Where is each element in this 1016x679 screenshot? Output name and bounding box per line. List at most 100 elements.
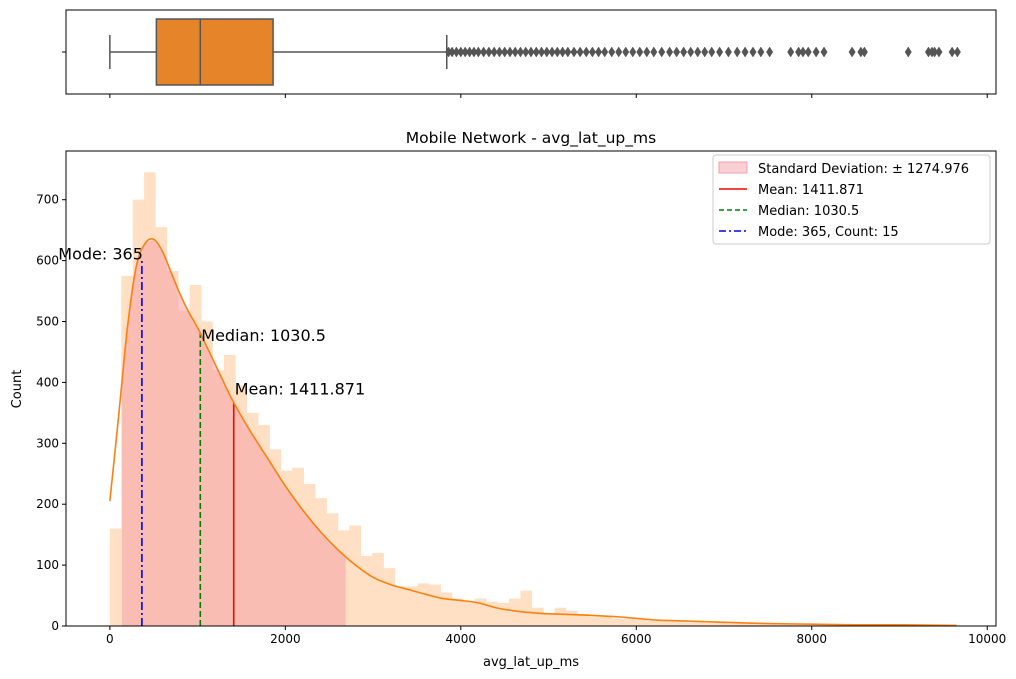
histogram-bar <box>623 618 635 626</box>
box-outlier <box>741 46 749 58</box>
histogram-bar <box>566 610 578 626</box>
histogram-bar <box>782 624 795 626</box>
histogram-bar <box>554 607 567 626</box>
y-tick-label: 300 <box>36 436 59 450</box>
legend-mean-label: Mean: 1411.871 <box>758 183 864 198</box>
box-outlier <box>527 46 535 58</box>
box-outlier <box>935 46 943 58</box>
box-outlier <box>485 46 493 58</box>
histogram-bar <box>395 586 407 626</box>
box-outlier <box>953 46 961 58</box>
legend-frame <box>712 154 991 245</box>
legend-std-label: Standard Deviation: ± 1274.976 <box>758 162 969 177</box>
box-outlier <box>474 46 482 58</box>
histogram-bar <box>805 624 818 626</box>
histogram-bar <box>577 613 590 626</box>
histogram-bar <box>588 616 601 626</box>
box-outlier <box>804 46 812 58</box>
box-outlier <box>615 46 623 58</box>
boxplot-layer <box>62 18 961 86</box>
box-outlier <box>564 46 572 58</box>
box-outlier <box>716 46 724 58</box>
histogram-bar <box>531 607 544 626</box>
legend-mode-label: Mode: 365, Count: 15 <box>758 225 899 240</box>
box-outlier <box>548 46 556 58</box>
histogram-bar <box>714 622 727 626</box>
box-outlier <box>749 46 757 58</box>
box-iqr <box>155 18 274 86</box>
histogram-bar <box>634 619 647 626</box>
histogram-bar <box>680 622 692 626</box>
box-outlier <box>904 46 912 58</box>
box-outlier <box>516 46 524 58</box>
box-outlier <box>680 46 688 58</box>
histogram-bar <box>657 621 670 626</box>
histogram-bar <box>109 528 122 626</box>
box-outlier <box>582 46 590 58</box>
box-outlier <box>948 46 956 58</box>
histogram-bar <box>645 621 658 626</box>
histogram-bar <box>520 590 533 626</box>
histogram-bar <box>452 598 464 626</box>
x-tick-label: 0 <box>106 632 114 646</box>
box-outlier <box>673 46 681 58</box>
box-outlier <box>543 46 551 58</box>
y-tick-label: 100 <box>36 558 59 572</box>
histogram-bar <box>794 624 806 626</box>
legend-median-label: Median: 1030.5 <box>758 204 859 219</box>
box-outlier <box>538 46 546 58</box>
box-outlier <box>601 46 609 58</box>
box-outlier <box>576 46 584 58</box>
box-outlier <box>848 46 856 58</box>
histogram-frame <box>65 150 997 627</box>
histogram-bar <box>702 622 715 626</box>
kde-layer <box>109 237 957 627</box>
x-axis-label: avg_lat_up_ms <box>483 655 579 670</box>
histogram-bar <box>474 598 487 626</box>
x-tick-label: 4000 <box>446 632 477 646</box>
histogram-bar <box>406 586 419 626</box>
annotation-median: Median: 1030.5 <box>201 326 326 345</box>
x-axis-ticks: 0 2000 4000 6000 8000 10000 <box>106 626 1006 646</box>
histogram-panel: Mobile Network - avg_lat_up_ms Mode: 365… <box>10 129 1006 670</box>
histogram-bar <box>828 624 841 626</box>
x-tick-label: 8000 <box>796 632 827 646</box>
box-outlier <box>860 46 868 58</box>
histogram-bar <box>543 613 555 626</box>
legend: Standard Deviation: ± 1274.976 Mean: 141… <box>712 154 991 245</box>
box-outlier <box>636 46 644 58</box>
box-outlier <box>799 46 807 58</box>
boxplot-xticks <box>109 94 988 98</box>
box-outlier <box>570 46 578 58</box>
box-outlier <box>608 46 616 58</box>
histogram-bar <box>417 583 430 626</box>
box-outlier <box>733 46 741 58</box>
x-tick-label: 6000 <box>621 632 652 646</box>
histogram-bar <box>349 525 362 626</box>
y-tick-label: 600 <box>36 254 59 268</box>
kde-curve <box>109 237 957 627</box>
histogram-bar <box>497 602 510 626</box>
box-outlier <box>701 46 709 58</box>
histogram-bar <box>748 623 761 626</box>
box-outlier <box>757 46 765 58</box>
histogram-bar <box>691 622 704 626</box>
box-outlier <box>650 46 658 58</box>
box-outlier <box>694 46 702 58</box>
box-outlier <box>588 46 596 58</box>
histogram-bar <box>463 601 476 626</box>
box-outlier <box>495 46 503 58</box>
legend-std-swatch <box>718 161 748 174</box>
histogram-bar <box>383 568 396 626</box>
histogram-bar <box>611 618 624 626</box>
box-outlier <box>666 46 674 58</box>
box-outlier <box>532 46 540 58</box>
box-outlier <box>724 46 732 58</box>
histogram-bar <box>509 598 521 626</box>
histogram-bar <box>737 623 749 626</box>
y-tick-label: 0 <box>51 619 59 633</box>
box-outlier <box>480 46 488 58</box>
y-axis-label: Count <box>10 370 25 409</box>
box-outlier <box>687 46 695 58</box>
annotation-mean: Mean: 1411.871 <box>235 379 365 398</box>
